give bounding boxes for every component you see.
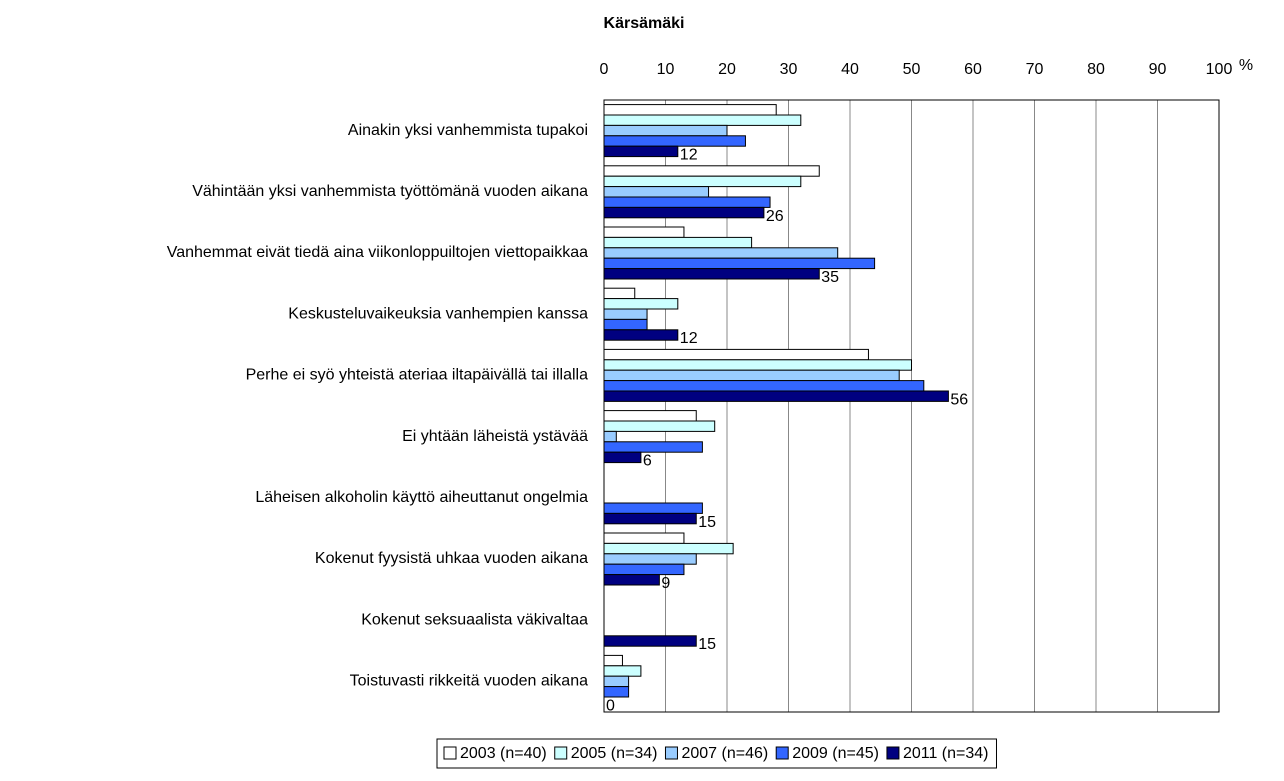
legend-swatch [554, 746, 568, 760]
bar [603, 236, 753, 249]
y-tick-label: Ainakin yksi vanhemmista tupakoi [348, 122, 588, 139]
bar [603, 329, 679, 341]
bar [603, 635, 697, 647]
bar [603, 420, 716, 432]
bar [603, 348, 869, 361]
bar [603, 574, 660, 586]
y-tick-label: Perhe ei syö yhteistä ateriaa iltapäiväl… [246, 367, 589, 384]
bar [603, 451, 642, 464]
x-tick-label: 30 [780, 61, 798, 78]
legend-label: 2009 (n=45) [792, 745, 879, 762]
x-tick-label: 70 [1026, 61, 1044, 78]
x-tick-label: 50 [903, 61, 921, 78]
x-tick-label: 80 [1087, 61, 1105, 78]
data-label: 15 [698, 514, 716, 531]
bar [603, 226, 685, 238]
bar [603, 512, 697, 525]
data-label: 9 [661, 575, 670, 592]
bar [603, 675, 630, 688]
legend-swatch [664, 746, 678, 760]
bar [603, 380, 925, 392]
y-tick-label: Vanhemmat eivät tiedä aina viikonloppuil… [167, 244, 588, 261]
legend-label: 2003 (n=40) [460, 745, 547, 762]
bar [603, 542, 734, 555]
data-label: 12 [680, 330, 698, 347]
bar [603, 124, 728, 137]
data-label: 15 [698, 636, 716, 653]
bar [603, 318, 648, 331]
x-tick-label: 0 [600, 61, 609, 78]
bar [603, 135, 746, 147]
bar [603, 502, 703, 514]
bar [603, 308, 648, 320]
legend-label: 2007 (n=46) [681, 745, 768, 762]
bar [603, 553, 697, 565]
bar [603, 359, 912, 371]
data-label: 0 [606, 697, 615, 714]
legend-label: 2011 (n=34) [903, 745, 989, 762]
bar [603, 298, 679, 310]
bar [603, 175, 802, 188]
bar [603, 247, 839, 259]
x-axis-unit: % [1239, 57, 1253, 74]
y-tick-label: Keskusteluvaikeuksia vanhempien kanssa [288, 305, 588, 322]
bar [603, 268, 820, 280]
bar [603, 665, 642, 677]
data-label: 12 [680, 147, 698, 164]
x-tick-label: 20 [718, 61, 736, 78]
bar [603, 532, 685, 544]
bar [603, 257, 876, 270]
bar [603, 410, 697, 422]
legend-swatch [443, 746, 457, 760]
x-tick-label: 10 [657, 61, 675, 78]
data-label: 56 [950, 391, 968, 408]
plot-border [603, 99, 1220, 713]
y-tick-label: Kokenut fyysistä uhkaa vuoden aikana [315, 550, 588, 567]
data-label: 6 [643, 453, 652, 470]
legend-swatch [775, 746, 789, 760]
y-tick-label: Ei yhtään läheistä ystävää [402, 428, 588, 445]
bar [603, 686, 630, 698]
data-label: 35 [821, 269, 839, 286]
bar [603, 390, 949, 402]
y-tick-label: Läheisen alkoholin käyttö aiheuttanut on… [255, 489, 588, 506]
data-label: 26 [766, 208, 784, 225]
chart-title: Kärsämäki [604, 15, 685, 32]
bar [603, 145, 679, 158]
bar [603, 654, 623, 667]
bar [603, 563, 685, 576]
legend-box [436, 738, 997, 769]
x-tick-label: 100 [1206, 61, 1233, 78]
legend-swatch [886, 746, 900, 760]
legend-label: 2005 (n=34) [571, 745, 658, 762]
x-tick-label: 90 [1149, 61, 1167, 78]
bar [603, 430, 617, 443]
bar [603, 196, 771, 208]
bar [603, 441, 703, 453]
bar [603, 104, 777, 116]
bar [603, 206, 765, 219]
bar [603, 186, 710, 198]
bar [603, 114, 802, 126]
y-tick-label: Vähintään yksi vanhemmista työttömänä vu… [192, 183, 588, 200]
x-tick-label: 40 [841, 61, 859, 78]
bar [603, 287, 636, 300]
y-tick-label: Kokenut seksuaalista väkivaltaa [361, 611, 588, 628]
x-tick-label: 60 [964, 61, 982, 78]
bar [603, 369, 900, 382]
bar [603, 165, 820, 177]
y-tick-label: Toistuvasti rikkeitä vuoden aikana [350, 673, 588, 690]
